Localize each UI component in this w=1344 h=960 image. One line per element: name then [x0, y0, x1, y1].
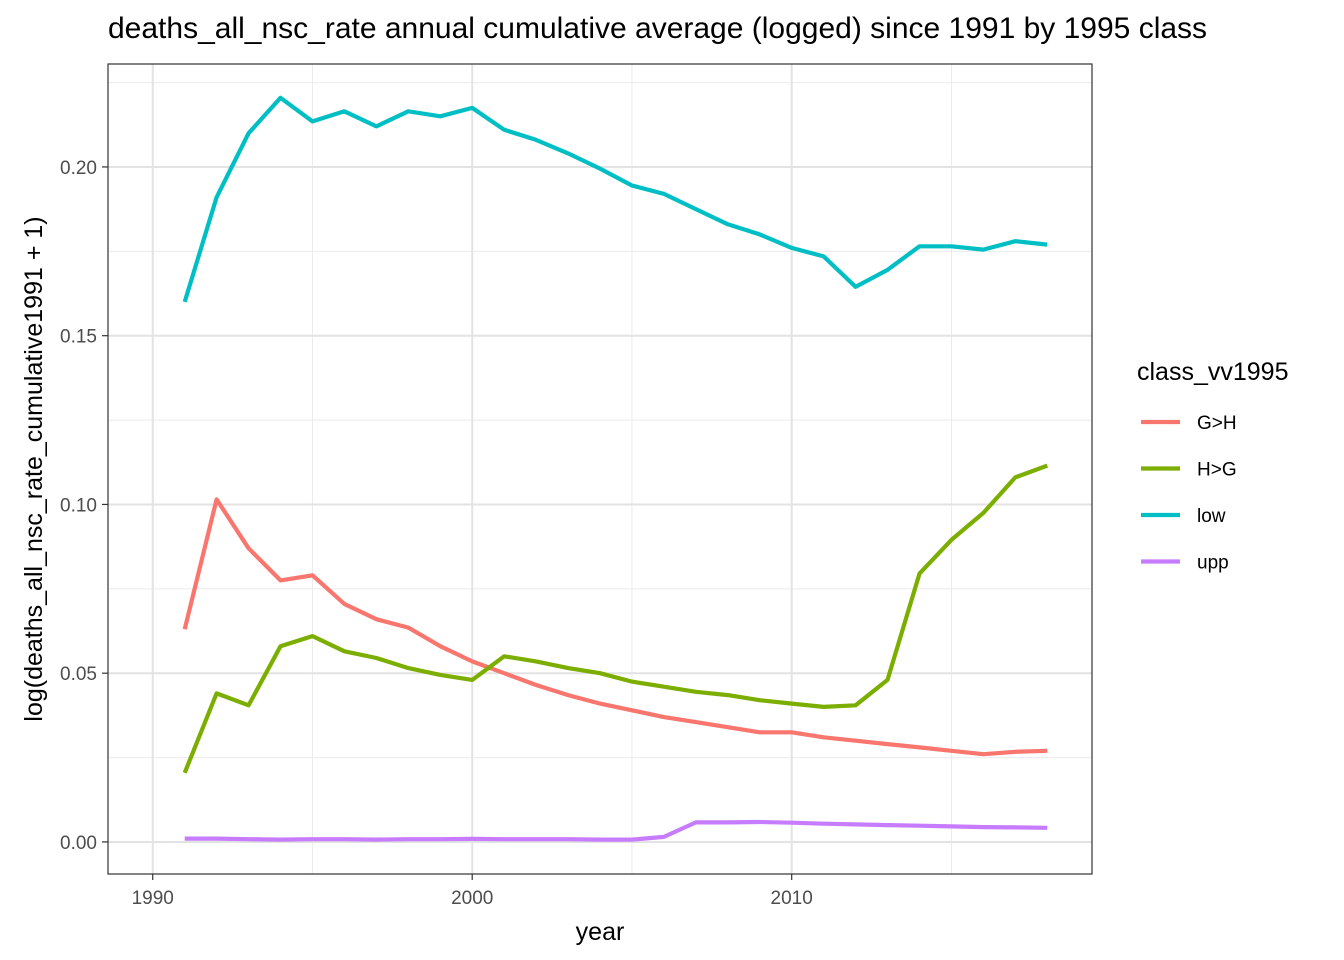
y-tick-label: 0.00 — [60, 833, 97, 854]
series-layer — [182, 95, 1049, 842]
series-line-G>H — [182, 497, 1048, 757]
x-axis-title: year — [576, 918, 625, 946]
grid-layer — [108, 64, 1092, 874]
axis-layer: 1990 2000 2010 0.00 0.05 0.10 0.15 0.20 — [60, 158, 813, 909]
series-line-H>G — [182, 463, 1049, 774]
panel-border — [107, 63, 1093, 875]
series-line-low — [182, 95, 1048, 303]
legend-label-G>H: G>H — [1197, 413, 1237, 434]
legend-title: class_vv1995 — [1137, 358, 1288, 386]
y-tick-label: 0.10 — [60, 495, 97, 516]
legend: class_vv1995 G>H H>G low upp — [1137, 358, 1288, 574]
x-tick-label: 1990 — [132, 888, 174, 909]
chart-title: deaths_all_nsc_rate annual cumulative av… — [108, 12, 1208, 45]
legend-label-upp: upp — [1197, 553, 1229, 574]
legend-label-H>G: H>G — [1197, 460, 1237, 481]
legend-label-low: low — [1197, 506, 1226, 527]
y-axis-title: log(deaths_all_nsc_rate_cumulative1991 +… — [20, 216, 48, 721]
y-tick-label: 0.20 — [60, 158, 97, 179]
y-tick-label: 0.05 — [60, 664, 97, 685]
y-tick-label: 0.15 — [60, 327, 97, 348]
panel-background — [108, 64, 1092, 874]
x-tick-label: 2000 — [451, 888, 493, 909]
x-tick-label: 2010 — [771, 888, 813, 909]
series-line-upp — [184, 819, 1048, 842]
